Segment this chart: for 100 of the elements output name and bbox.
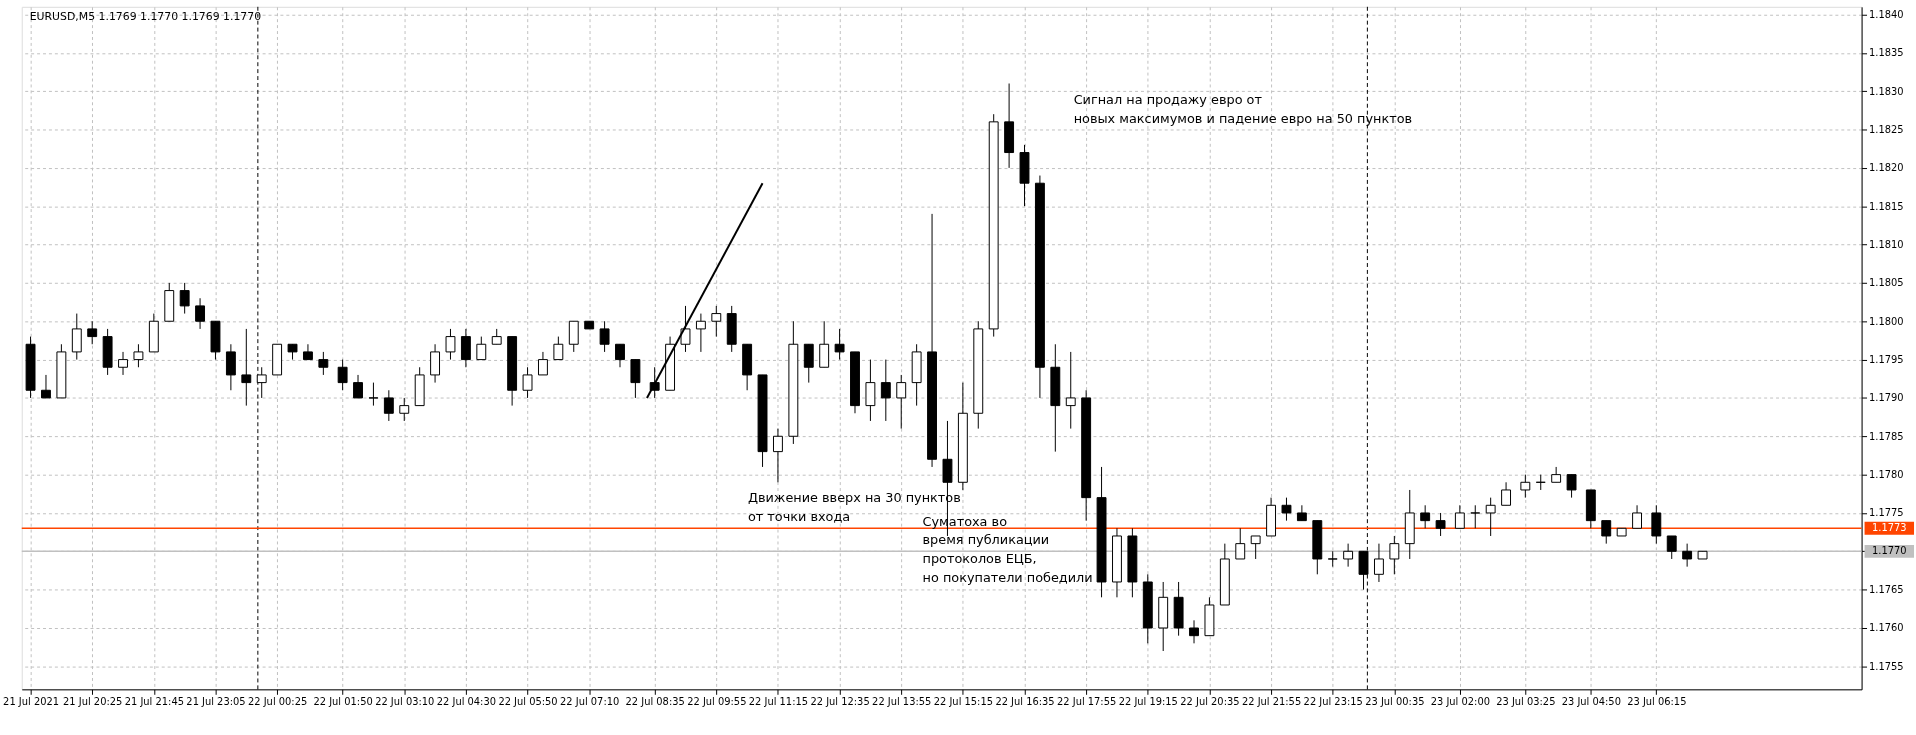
candlestick	[1189, 619, 1199, 644]
candlestick	[819, 320, 830, 368]
candlestick	[1327, 550, 1338, 568]
x-tick-label: 21 Jul 23:05	[186, 695, 246, 707]
x-tick-label: 23 Jul 03:25	[1496, 695, 1556, 707]
candlestick	[445, 328, 456, 361]
candlestick	[460, 328, 471, 368]
candlestick	[1343, 543, 1354, 568]
candlestick	[1373, 543, 1384, 583]
candlestick	[1666, 535, 1677, 560]
candlestick	[568, 320, 579, 353]
y-tick-label: 1.1780	[1869, 469, 1904, 481]
x-tick-label: 22 Jul 04:30	[436, 695, 496, 707]
candlestick	[1566, 474, 1577, 499]
x-tick-label: 23 Jul 00:35	[1365, 695, 1425, 707]
candlestick	[318, 351, 329, 376]
candlestick	[1501, 481, 1512, 506]
candlestick	[430, 343, 441, 384]
y-tick-label: 1.1800	[1869, 315, 1904, 327]
candlestick	[1281, 497, 1292, 522]
y-tick-label: 1.1825	[1869, 123, 1904, 135]
candlestick	[865, 359, 876, 422]
x-tick-label: 22 Jul 00:25	[248, 695, 308, 707]
candlestick	[1485, 497, 1496, 537]
x-tick-label: 22 Jul 17:55	[1057, 695, 1117, 707]
y-tick-label: 1.1785	[1869, 430, 1904, 442]
x-tick-label: 21 Jul 21:45	[124, 695, 184, 707]
candlestick	[1250, 535, 1261, 560]
y-tick-label: 1.1830	[1869, 85, 1904, 97]
candlestick	[368, 382, 379, 407]
y-tick-label: 1.1840	[1869, 8, 1904, 20]
x-tick-label: 22 Jul 13:55	[872, 695, 932, 707]
candlestick	[711, 305, 722, 338]
y-tick-label: 1.1835	[1869, 47, 1904, 59]
candlestick	[880, 359, 891, 422]
candlestick	[71, 313, 82, 361]
x-tick-label: 22 Jul 05:50	[498, 695, 558, 707]
x-tick-label: 23 Jul 06:15	[1627, 695, 1687, 707]
x-tick-label: 22 Jul 08:35	[625, 695, 685, 707]
x-tick-label: 22 Jul 23:15	[1303, 695, 1363, 707]
candlestick	[383, 389, 394, 422]
x-tick-label: 22 Jul 19:15	[1118, 695, 1178, 707]
x-tick-label: 22 Jul 20:35	[1180, 695, 1240, 707]
x-tick-label: 22 Jul 12:35	[810, 695, 870, 707]
candlestick	[695, 313, 706, 353]
y-tick-label: 1.1805	[1869, 277, 1904, 289]
candlestick	[399, 397, 410, 422]
candlestick	[41, 374, 51, 399]
ref-line-label: 1.1770	[1872, 545, 1907, 557]
chart-title: EURUSD,M5 1.1769 1.1770 1.1769 1.1770	[29, 9, 262, 23]
annotation: Сигнал на продажу евро от новых максимумов и падение евро на 50 пунктов	[1073, 92, 1413, 127]
candlestick	[680, 305, 691, 353]
x-tick-label: 23 Jul 02:00	[1430, 695, 1490, 707]
candlestick	[1651, 504, 1662, 545]
candlestick	[1435, 512, 1446, 537]
candlestick	[337, 359, 348, 391]
candlestick	[133, 343, 144, 368]
y-tick-label: 1.1790	[1869, 392, 1904, 404]
candlestick	[241, 328, 252, 407]
y-tick-label: 1.1765	[1869, 584, 1904, 596]
y-tick-label: 1.1795	[1869, 354, 1904, 366]
y-tick-label: 1.1815	[1869, 200, 1904, 212]
y-tick-label: 1.1755	[1869, 660, 1904, 672]
candlestick	[522, 366, 533, 399]
x-tick-label: 22 Jul 09:55	[687, 695, 747, 707]
y-tick-label: 1.1760	[1869, 622, 1904, 634]
y-tick-label: 1.1820	[1869, 162, 1904, 174]
y-tick-label: 1.1775	[1869, 507, 1904, 519]
candlestick	[834, 328, 845, 361]
candlestick	[773, 428, 783, 483]
candlestick	[1420, 504, 1431, 529]
candlestick	[1389, 535, 1400, 575]
x-tick-label: 21 Jul 20:25	[63, 695, 123, 707]
x-tick-label: 23 Jul 04:50	[1561, 695, 1621, 707]
candlestick	[1601, 520, 1612, 545]
candlestick	[803, 343, 814, 384]
ref-line-label: 1.1773	[1872, 522, 1907, 534]
candlestick	[1632, 504, 1643, 529]
x-tick-label: 22 Jul 01:50	[313, 695, 373, 707]
candlestick	[1065, 351, 1076, 430]
candlestick	[179, 282, 190, 315]
y-tick-label: 1.1810	[1869, 239, 1904, 251]
x-tick-label: 22 Jul 11:15	[748, 695, 809, 707]
candlestick	[1296, 504, 1307, 522]
candlestick	[1235, 527, 1246, 560]
candlestick	[553, 336, 564, 361]
candlestick	[1470, 504, 1481, 529]
candlestick	[118, 351, 128, 376]
candlestick	[476, 336, 487, 361]
candlestick	[599, 320, 610, 353]
candlestick	[537, 351, 548, 376]
candlestick	[1682, 543, 1693, 568]
candlestick	[1520, 474, 1531, 499]
candlestick	[1454, 504, 1465, 529]
candlestick	[225, 343, 236, 391]
x-tick-label: 22 Jul 15:15	[933, 695, 993, 707]
x-tick-label: 22 Jul 21:55	[1241, 695, 1302, 707]
x-tick-label: 22 Jul 16:35	[995, 695, 1055, 707]
candlestick	[353, 374, 363, 399]
candlestick	[302, 343, 313, 361]
